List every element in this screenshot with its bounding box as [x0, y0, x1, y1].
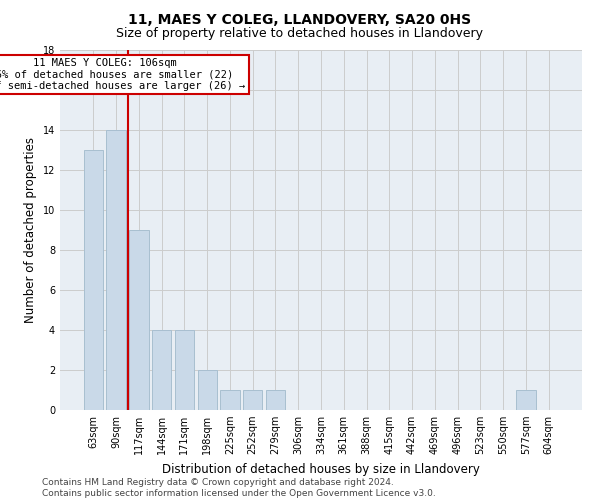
Bar: [516, 390, 536, 410]
Bar: [266, 390, 285, 410]
Bar: [220, 390, 239, 410]
Bar: [84, 150, 103, 410]
Bar: [175, 330, 194, 410]
Bar: [243, 390, 262, 410]
Text: 11, MAES Y COLEG, LLANDOVERY, SA20 0HS: 11, MAES Y COLEG, LLANDOVERY, SA20 0HS: [128, 12, 472, 26]
Text: 11 MAES Y COLEG: 106sqm
← 46% of detached houses are smaller (22)
54% of semi-de: 11 MAES Y COLEG: 106sqm ← 46% of detache…: [0, 58, 245, 91]
Text: Size of property relative to detached houses in Llandovery: Size of property relative to detached ho…: [116, 28, 484, 40]
Bar: [106, 130, 126, 410]
Bar: [197, 370, 217, 410]
Bar: [129, 230, 149, 410]
Bar: [152, 330, 172, 410]
Y-axis label: Number of detached properties: Number of detached properties: [24, 137, 37, 323]
Text: Contains HM Land Registry data © Crown copyright and database right 2024.
Contai: Contains HM Land Registry data © Crown c…: [42, 478, 436, 498]
X-axis label: Distribution of detached houses by size in Llandovery: Distribution of detached houses by size …: [162, 462, 480, 475]
